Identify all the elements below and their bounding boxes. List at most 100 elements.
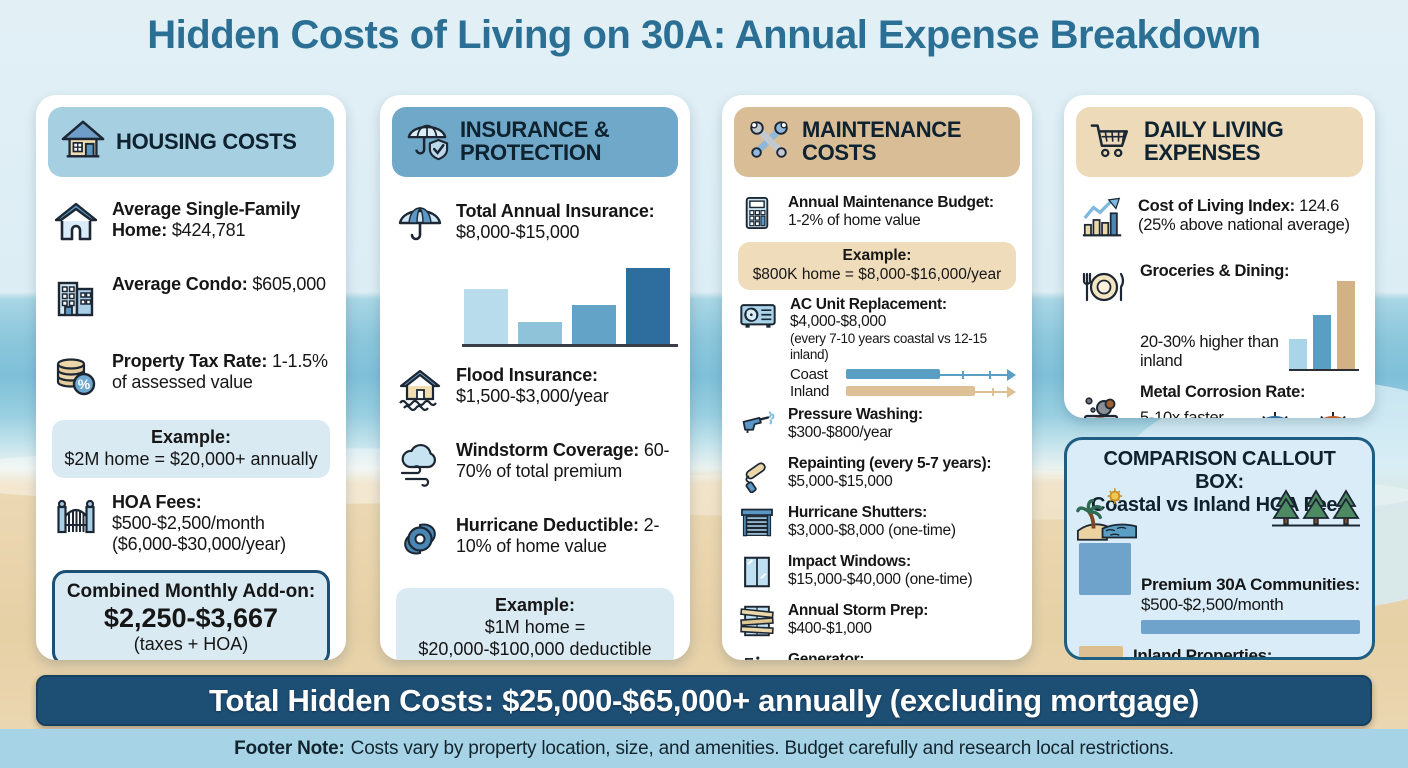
daily-header-label: DAILY LIVING EXPENSES [1144, 117, 1284, 165]
item-label: AC Unit Replacement: [790, 295, 947, 313]
item-label: Impact Windows: [788, 553, 911, 571]
list-item: Flood Insurance: $1,500-$3,000/year [396, 365, 674, 418]
maintenance-costs-card: MAINTENANCE COSTS [722, 95, 1032, 660]
example-text: $2M home = $20,000+ annually [64, 448, 318, 469]
item-label: Annual Storm Prep: [788, 602, 929, 620]
housing-header-label: HOUSING COSTS [116, 128, 297, 154]
dining-icon [1080, 262, 1128, 315]
item-value: $605,000 [252, 274, 326, 294]
insurance-bar-chart [462, 268, 678, 347]
list-item: Repainting (every 5-7 years): $5,000-$15… [738, 455, 1016, 498]
item-value: $424,781 [171, 220, 246, 241]
coast-label: Coast [790, 366, 828, 384]
item-value: 124.6 [1299, 197, 1339, 215]
gate-icon [52, 492, 100, 545]
list-item: AC Unit Replacement: $4,000-$8,000 (ever… [738, 296, 1016, 400]
umbrella-icon [396, 201, 444, 254]
daily-header: DAILY LIVING EXPENSES [1076, 107, 1363, 177]
list-item: Hurricane Deductible: 2-10% of home valu… [396, 515, 674, 568]
replacement-timeline: Coast Inland [790, 366, 1016, 400]
item-note: (every 7-10 years coastal vs 12-15 inlan… [790, 331, 987, 362]
list-item: Total Annual Insurance: $8,000-$15,000 [396, 201, 674, 254]
insurance-header: INSURANCE & PROTECTION [392, 107, 678, 177]
footer-note-label: Footer Note: [234, 737, 345, 759]
pines-icon [1270, 488, 1362, 533]
total-hidden-costs-banner: Total Hidden Costs: $25,000-$65,000+ ann… [36, 675, 1372, 726]
item-value: 2-10% of home value [456, 515, 660, 557]
comparison-item-inland: Inland Properties: Under $200/month [1079, 646, 1360, 657]
tools-icon [746, 117, 792, 168]
item-value: 5-10x faster than inland [1140, 409, 1243, 418]
chart-bar [572, 305, 616, 344]
item-value: $500-$2,500/month ($6,000-$30,000/year) [112, 513, 286, 555]
maintenance-header-label: MAINTENANCE COSTS [802, 117, 962, 165]
list-item: % Property Tax Rate: 1-1.5% of assessed … [52, 351, 330, 404]
chart-bar [1337, 281, 1355, 370]
item-label: HOA Fees: [112, 491, 202, 512]
list-item: Annual Maintenance Budget: 1-2% of home … [738, 194, 1016, 237]
inland-range-bar [846, 385, 1016, 399]
list-item: Groceries & Dining: 20-30% higher than i… [1080, 262, 1359, 372]
maintenance-example-pill: Example: $800K home = $8,000-$16,000/yea… [738, 242, 1016, 290]
item-value: $1,500-$3,000/year [456, 386, 609, 407]
item-value: $8,000-$15,000 [456, 222, 580, 243]
cart-icon [1088, 117, 1134, 168]
inland-swatch [1079, 646, 1123, 657]
item-value: $500-$2,500/month [1141, 595, 1284, 615]
flood-house-icon [396, 365, 444, 418]
corrosion-gauges [1249, 403, 1359, 418]
groceries-bar-chart [1289, 281, 1359, 372]
item-value: $4,000-$8,000 [790, 313, 887, 331]
boards-icon [738, 602, 776, 645]
item-value: $5,000-$15,000 [788, 472, 893, 490]
insurance-header-label: INSURANCE & PROTECTION [460, 117, 610, 165]
window-icon [738, 553, 776, 596]
item-label: Repainting (every 5-7 years): [788, 455, 992, 473]
list-item: Metal Corrosion Rate: 5-10x faster than … [1080, 383, 1359, 418]
list-item: Annual Storm Prep: $400-$1,000 [738, 602, 1016, 645]
item-label: Groceries & Dining: [1140, 262, 1290, 280]
generator-icon [738, 651, 776, 660]
combined-monthly-box: Combined Monthly Add-on: $2,250-$3,667 (… [52, 569, 330, 660]
maintenance-header: MAINTENANCE COSTS [734, 107, 1020, 177]
list-item: Pressure Washing: $300-$800/year [738, 406, 1016, 449]
list-item: Cost of Living Index: 124.6 (25% above n… [1080, 197, 1359, 248]
page-title: Hidden Costs of Living on 30A: Annual Ex… [147, 13, 1261, 57]
inland-label: Inland [790, 383, 830, 401]
example-line: $1M home = [484, 616, 586, 637]
index-chart-icon [1080, 197, 1126, 248]
footer-note: Footer Note: Costs vary by property loca… [0, 729, 1408, 768]
insurance-protection-card: INSURANCE & PROTECTION Total Annual Insu… [380, 95, 690, 660]
condo-icon [52, 274, 100, 327]
coins-percent-icon: % [52, 351, 100, 404]
item-note: (25% above national average) [1138, 216, 1350, 235]
item-value: $3,000-$8,000 (one-time) [788, 521, 956, 539]
housing-costs-card: HOUSING COSTS Average Single-Family Home… [36, 95, 346, 660]
coastal-hoa-bar [1141, 620, 1360, 635]
housing-example-pill: Example: $2M home = $20,000+ annually [52, 420, 330, 478]
item-label: Flood Insurance: [456, 365, 598, 385]
wind-cloud-icon [396, 440, 444, 493]
item-label: Average Single-Family Home: [112, 199, 301, 241]
beach-icon [1075, 486, 1139, 547]
example-title: Example: [150, 427, 232, 447]
item-label: Annual Maintenance Budget: [788, 194, 994, 211]
example-title: Example: [494, 595, 576, 615]
item-value: 1-2% of home value [788, 211, 921, 229]
svg-text:%: % [78, 376, 91, 392]
item-value: 20-30% higher than inland [1140, 332, 1279, 370]
list-item: Hurricane Shutters: $3,000-$8,000 (one-t… [738, 504, 1016, 547]
item-value: $300-$800/year [788, 423, 893, 441]
paint-roller-icon [738, 455, 776, 498]
footer-note-text: Costs vary by property location, size, a… [350, 737, 1174, 759]
coastal-swatch [1079, 543, 1131, 595]
item-label: Hurricane Shutters: [788, 504, 927, 522]
comparison-item-coastal: Premium 30A Communities: $500-$2,500/mon… [1079, 543, 1360, 635]
item-value: 60-70% of total premium [456, 440, 670, 482]
list-item: Windstorm Coverage: 60-70% of total prem… [396, 440, 674, 493]
gauge-blue-icon [1249, 403, 1301, 418]
coast-range-bar [846, 368, 1016, 382]
pressure-washer-icon [738, 406, 776, 449]
daily-living-card: DAILY LIVING EXPENSES [1064, 95, 1375, 418]
item-label: Premium 30A Communities: [1141, 575, 1360, 594]
